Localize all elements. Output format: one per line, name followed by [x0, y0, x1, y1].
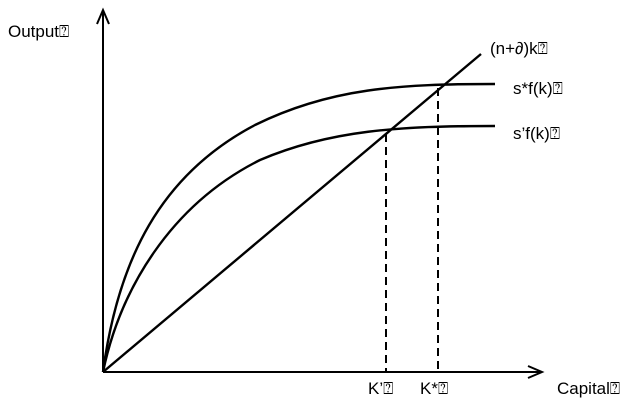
x-axis-label: Capital⍰ — [557, 379, 620, 398]
k-prime-label: K’⍰ — [368, 379, 393, 398]
y-axis-label: Output⍰ — [8, 22, 69, 41]
k-star-label: K*⍰ — [420, 379, 448, 398]
s-star-f-k-curve — [101, 82, 496, 373]
x-axis-arrowhead — [527, 365, 545, 379]
s-prime-f-k-curve — [101, 124, 496, 373]
line-label: (n+∂)k⍰ — [490, 39, 548, 58]
low-curve-label: s’f(k)⍰ — [513, 124, 560, 143]
high-curve-label: s*f(k)⍰ — [513, 79, 563, 98]
depreciation-line — [102, 53, 482, 373]
y-axis-arrowhead — [96, 7, 110, 25]
